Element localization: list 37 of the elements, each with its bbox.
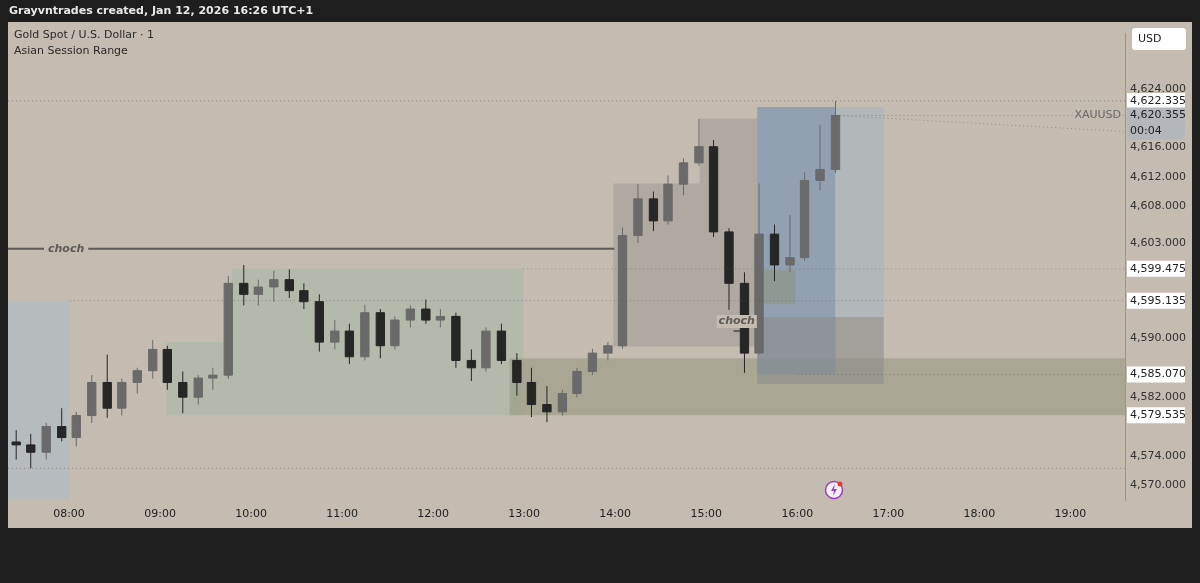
- annotation: Asian Session Range: [14, 44, 128, 57]
- y-tick-label: 4,570.000: [1130, 478, 1186, 492]
- chart-title: Grayvntrades created, Jan 12, 2026 16:26 UTC+1: [9, 4, 314, 17]
- candlestick: [815, 124, 825, 191]
- x-tick-label: 13:00: [508, 507, 541, 521]
- x-tick-label: 19:00: [1054, 507, 1087, 521]
- x-tick-label: 08:00: [53, 507, 85, 521]
- annotation: 4,579.535: [1130, 408, 1186, 422]
- annotation: 4,599.475: [1130, 261, 1186, 275]
- annotation: 4,620.355: [1130, 108, 1186, 122]
- annotation: 4,585.070: [1130, 367, 1186, 381]
- x-tick-label: 14:00: [599, 507, 632, 521]
- y-tick-label: 4,608.000: [1130, 199, 1186, 213]
- x-tick-label: 11:00: [326, 507, 358, 521]
- series-label: choch: [48, 241, 85, 255]
- x-tick-label: 09:00: [144, 507, 176, 521]
- ref-line-label: 4,622.335: [1130, 93, 1186, 107]
- chart-subtitle: Gold Spot / U.S. Dollar · 1: [14, 28, 155, 41]
- x-tick-label: 17:00: [872, 507, 905, 521]
- y-tick-label: 4,574.000: [1130, 448, 1186, 462]
- x-tick-label: 10:00: [235, 507, 267, 521]
- series-label: choch: [718, 314, 756, 328]
- y-tick-label: 4,603.000: [1130, 235, 1186, 249]
- y-axis-title: USD: [1132, 28, 1186, 50]
- y-tick-label: 4,590.000: [1130, 331, 1186, 345]
- annotation: 4,595.135: [1130, 293, 1186, 307]
- text: XAUUSD: [1074, 108, 1121, 122]
- x-tick-label: 15:00: [690, 507, 723, 521]
- x-tick-label: 18:00: [963, 507, 996, 521]
- annotation: 00:04: [1130, 124, 1162, 138]
- y-tick-label: 4,582.000: [1130, 390, 1186, 404]
- y-tick-label: 4,624.000: [1130, 81, 1186, 95]
- y-tick-label: 4,612.000: [1130, 169, 1186, 183]
- x-tick-label: 12:00: [417, 507, 449, 521]
- candlestick: [603, 341, 613, 361]
- y-tick-label: 4,616.000: [1130, 140, 1186, 154]
- x-tick-label: 16:00: [781, 507, 814, 521]
